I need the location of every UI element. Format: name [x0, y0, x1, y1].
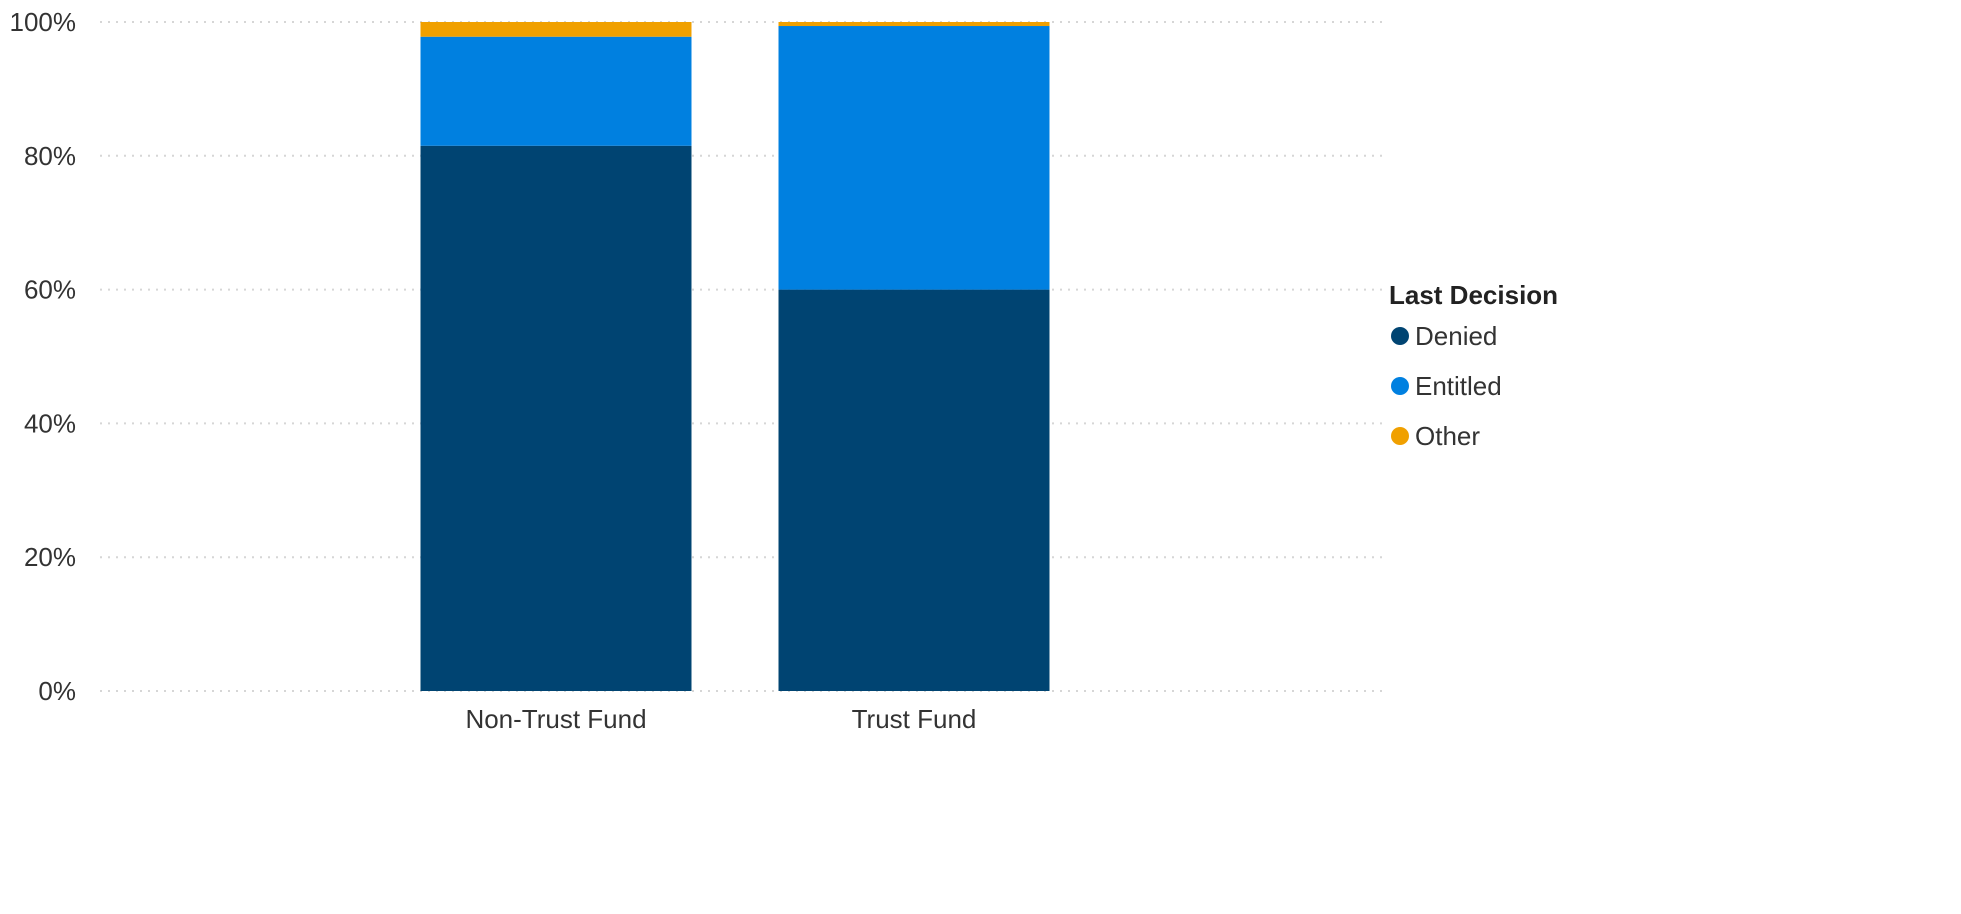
legend-items: Denied Entitled Other: [1391, 321, 1502, 451]
y-tick-label: 40%: [24, 408, 76, 438]
legend-marker-other: [1391, 427, 1409, 445]
y-tick-label: 80%: [24, 141, 76, 171]
bar-segment-denied[interactable]: [420, 145, 692, 691]
y-axis: 0% 20% 40% 60% 80% 100%: [10, 7, 77, 706]
legend-title: Last Decision: [1389, 280, 1558, 310]
bar-segment-other[interactable]: [420, 22, 692, 37]
bars: [420, 22, 1050, 691]
bar-segment-entitled[interactable]: [778, 26, 1050, 290]
bar-segment-entitled[interactable]: [420, 36, 692, 146]
legend-label-entitled: Entitled: [1415, 371, 1502, 401]
x-category-label: Non-Trust Fund: [465, 704, 646, 734]
y-tick-label: 20%: [24, 542, 76, 572]
y-tick-label: 0%: [38, 676, 76, 706]
x-axis: Non-Trust Fund Trust Fund: [465, 704, 976, 734]
x-category-label: Trust Fund: [852, 704, 977, 734]
y-tick-label: 60%: [24, 275, 76, 305]
legend: Last Decision Denied Entitled Other: [1389, 280, 1558, 451]
legend-marker-denied: [1391, 327, 1409, 345]
y-tick-label: 100%: [10, 7, 77, 37]
legend-label-denied: Denied: [1415, 321, 1497, 351]
gridlines: [100, 21, 1385, 692]
legend-marker-entitled: [1391, 377, 1409, 395]
bar-segment-other[interactable]: [778, 22, 1050, 27]
bar-segment-denied[interactable]: [778, 289, 1050, 691]
legend-label-other: Other: [1415, 421, 1480, 451]
